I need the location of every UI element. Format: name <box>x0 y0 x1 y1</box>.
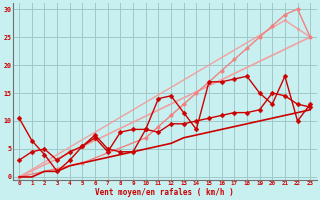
X-axis label: Vent moyen/en rafales ( km/h ): Vent moyen/en rafales ( km/h ) <box>95 188 234 197</box>
